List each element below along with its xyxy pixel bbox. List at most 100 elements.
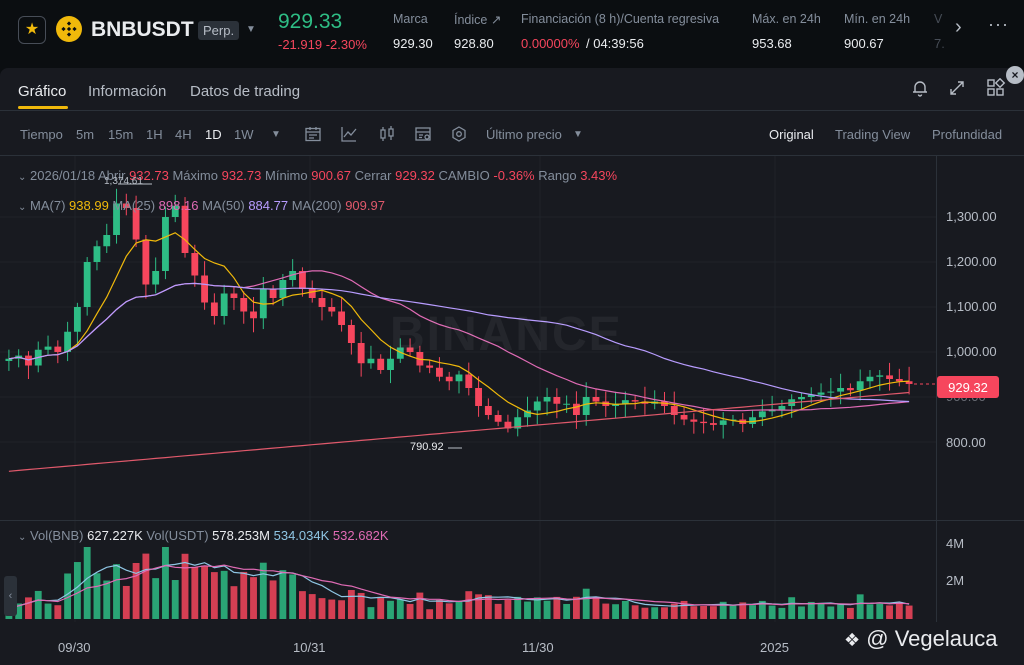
candle-body <box>817 392 825 395</box>
volume-bar <box>54 605 62 619</box>
ma200-value: 909.97 <box>345 198 385 213</box>
candle-body <box>484 406 492 415</box>
interval-15m[interactable]: 15m <box>108 127 134 142</box>
change-value: -0.36% <box>493 168 535 183</box>
calendar-icon[interactable] <box>304 125 322 148</box>
volume-bar <box>905 605 913 619</box>
candle-body <box>798 397 805 400</box>
interval-4h[interactable]: 4H <box>175 127 192 142</box>
ticker-header: ★ BNBUSDT Perp. ▼ 929.33 -21.919 -2.30% … <box>0 0 1024 62</box>
candle-body <box>220 293 228 316</box>
candle-body <box>5 358 13 361</box>
index-price-label[interactable]: Índice ↗ <box>454 13 502 27</box>
volume-bar <box>377 596 385 619</box>
credit-text: @ Vegelauca <box>866 626 998 651</box>
candle-body <box>416 352 424 366</box>
interval-1d[interactable]: 1D <box>205 127 222 142</box>
volume-bar <box>299 591 306 619</box>
volume-bar <box>876 603 884 619</box>
price-type-dropdown-icon[interactable]: ▼ <box>573 129 583 140</box>
price-chart[interactable] <box>0 156 1024 665</box>
volume-bar <box>661 607 668 619</box>
favorite-button[interactable]: ★ <box>18 16 46 44</box>
funding-rate: 0.00000% <box>521 36 580 51</box>
settings-list-icon[interactable] <box>414 125 432 148</box>
candle-body <box>103 235 111 247</box>
candle-body <box>856 381 864 391</box>
view-depth[interactable]: Profundidad <box>932 127 1003 142</box>
candle-body <box>308 289 316 298</box>
volume-bar <box>729 605 737 619</box>
bell-icon[interactable] <box>911 79 929 102</box>
volume-bar <box>641 607 649 619</box>
scroll-left-handle[interactable]: ‹ <box>4 576 17 616</box>
volume-bar <box>387 600 394 619</box>
bnb-coin-icon <box>56 16 82 42</box>
volume-bar <box>465 591 473 619</box>
view-original[interactable]: Original <box>769 127 814 142</box>
volume-bar <box>553 596 561 619</box>
interval-1w[interactable]: 1W <box>234 127 254 142</box>
view-trading-view[interactable]: Trading View <box>835 127 911 142</box>
symbol-name[interactable]: BNBUSDT <box>91 18 194 41</box>
time-tick: 2025 <box>760 640 789 655</box>
volume-bar <box>612 604 619 619</box>
interval-5m[interactable]: 5m <box>76 127 95 142</box>
expand-icon[interactable] <box>948 79 966 102</box>
tab-trading-data[interactable]: Datos de trading <box>190 83 301 100</box>
candle-body <box>406 347 414 352</box>
volume-bar <box>289 574 297 619</box>
candle-body <box>54 346 62 352</box>
candle-body <box>436 367 443 377</box>
candle-body <box>64 331 72 352</box>
candle-body <box>328 307 336 312</box>
volume-bar <box>426 609 434 619</box>
candle-body <box>377 358 385 370</box>
candle-body <box>876 375 884 377</box>
indicator-icon[interactable] <box>340 125 358 148</box>
collapse-chevron-icon[interactable]: ⌄ <box>18 172 27 183</box>
candle-body <box>318 298 326 307</box>
change-label: CAMBIO <box>438 168 490 183</box>
candle-body <box>778 406 786 410</box>
candle-body <box>240 298 248 312</box>
vol-usdt-value: 578.253M <box>212 528 270 543</box>
candle-body <box>445 376 453 382</box>
more-icon[interactable]: ··· <box>988 14 1009 34</box>
ma7-line <box>8 232 910 423</box>
hexagon-settings-icon[interactable] <box>450 125 468 148</box>
volume-bar <box>220 570 228 619</box>
symbol-dropdown-icon[interactable]: ▼ <box>246 24 256 35</box>
volume-bar <box>34 590 42 619</box>
volume-bar <box>318 598 326 619</box>
index-price-value: 928.80 <box>454 36 494 51</box>
volume-bar <box>201 565 209 619</box>
last-price: 929.33 <box>278 10 343 33</box>
price-tick: 1,100.00 <box>946 299 997 314</box>
volume-collapse-icon[interactable]: ⌄ <box>18 532 27 543</box>
candle-body <box>250 311 257 319</box>
volume-bar <box>25 597 32 619</box>
volume-bar <box>670 603 678 619</box>
volume-bar <box>582 588 590 619</box>
candle-body <box>621 400 629 404</box>
low-24h-label: Mín. en 24h <box>844 12 911 26</box>
tab-chart[interactable]: Gráfico <box>18 83 67 100</box>
ma-collapse-icon[interactable]: ⌄ <box>18 202 27 213</box>
chevron-right-icon[interactable]: › <box>955 16 962 38</box>
active-tab-indicator <box>18 106 68 109</box>
candle-body <box>230 293 238 298</box>
volume-bar <box>572 596 580 619</box>
range-value: 3.43% <box>580 168 618 183</box>
volume-legend: ⌄ Vol(BNB) 627.227K Vol(USDT) 578.253M 5… <box>18 528 389 543</box>
ohlc-legend: ⌄ 2026/01/18 Abrir 932.73 Máximo 932.73 … <box>18 168 617 183</box>
tab-info[interactable]: Información <box>88 83 167 100</box>
candle-body <box>837 388 845 392</box>
candle-body <box>709 423 717 425</box>
close-icon[interactable]: × <box>1006 66 1024 84</box>
candle-type-icon[interactable] <box>378 125 396 148</box>
price-type-select[interactable]: Último precio <box>486 127 562 142</box>
interval-1h[interactable]: 1H <box>146 127 163 142</box>
interval-dropdown-icon[interactable]: ▼ <box>271 129 281 140</box>
layout-icon[interactable] <box>986 77 1006 103</box>
